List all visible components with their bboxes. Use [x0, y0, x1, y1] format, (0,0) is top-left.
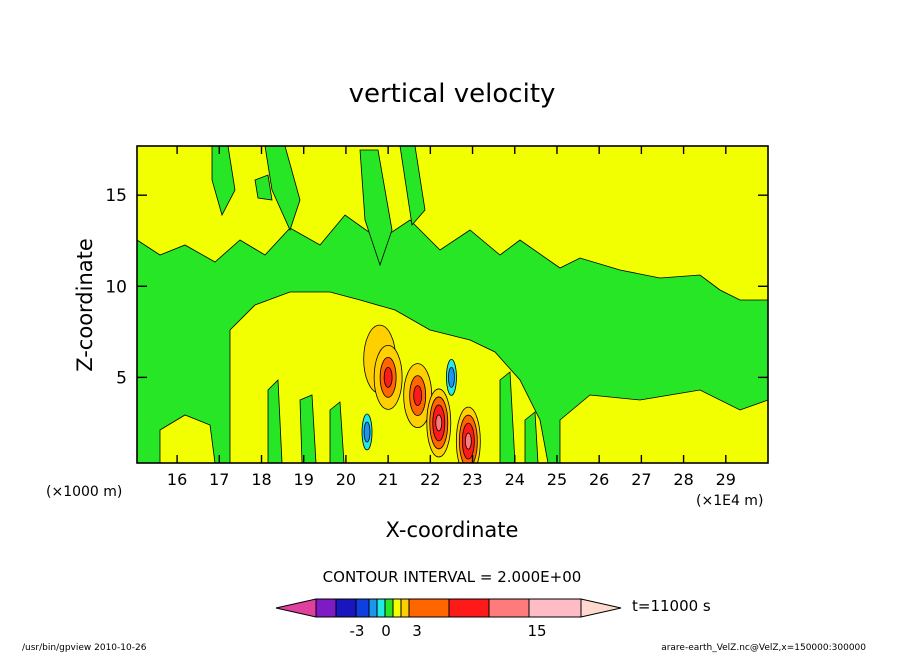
colorbar-swatch	[408, 598, 450, 618]
convective-cells	[361, 324, 481, 463]
footer-right: arare-earth_VelZ.nc@VelZ,x=150000:300000	[661, 643, 866, 653]
x-tick-label: 17	[209, 470, 229, 489]
contour-interval-label: CONTOUR INTERVAL = 2.000E+00	[323, 568, 582, 586]
colorbar-swatch	[384, 598, 394, 618]
colorbar-swatch	[355, 598, 370, 618]
contour-cell-updraft-moderate	[413, 385, 423, 406]
plot-frame	[136, 145, 769, 464]
x-tick-label: 29	[716, 470, 736, 489]
x-tick-label: 26	[589, 470, 609, 489]
green-streaks	[211, 146, 539, 463]
green-streak	[524, 411, 539, 463]
green-streak	[359, 149, 393, 267]
x-tick-label: 16	[167, 470, 187, 489]
y-axis-label: Z-coordinate	[73, 238, 97, 372]
x-tick-label: 25	[547, 470, 567, 489]
right-yellow-strip	[559, 389, 768, 463]
contour-cell-downdraft	[448, 366, 455, 388]
colorbar-tick-label: -3	[350, 622, 365, 640]
x-tick-label: 22	[420, 470, 440, 489]
green-streak	[264, 146, 301, 232]
green-streak	[399, 146, 426, 226]
time-label: t=11000 s	[632, 597, 711, 615]
colorbar-swatch	[392, 598, 402, 618]
x-tick-label: 23	[462, 470, 482, 489]
x-unit-left: (×1000 m)	[46, 484, 122, 500]
colorbar-arrow-left	[275, 598, 317, 618]
colorbar-tick-label: 3	[412, 622, 422, 640]
contour-cell-updraft-moderate	[383, 366, 393, 388]
green-streak	[499, 371, 516, 463]
contour-cell-downdraft	[363, 421, 371, 443]
contour-cell-updraft-strong	[464, 432, 472, 450]
x-tick-label: 24	[505, 470, 525, 489]
footer-left: /usr/bin/gpview 2010-10-26	[22, 643, 147, 653]
x-tick-label: 19	[294, 470, 314, 489]
colorbar-swatch	[400, 598, 410, 618]
y-tick-label: 5	[116, 368, 127, 388]
colorbar-swatch	[335, 598, 357, 618]
y-axis: 5 10 15	[105, 186, 768, 388]
y-tick-label: 15	[105, 186, 127, 206]
colorbar-tick-label: 15	[527, 622, 546, 640]
colorbar-tick-label: 0	[381, 622, 391, 640]
y-tick-label: 10	[105, 277, 127, 297]
colorbar-swatch	[376, 598, 386, 618]
contour-cell-updraft-strong	[435, 414, 443, 432]
x-tick-label: 20	[336, 470, 356, 489]
colorbar-swatch	[528, 598, 582, 618]
green-streak	[267, 379, 283, 463]
x-axis: 16 17 18 19 20 21 22 23 24 25 26 27 28 29	[167, 146, 736, 489]
green-streak	[254, 174, 273, 201]
x-axis-label: X-coordinate	[386, 518, 519, 542]
x-tick-label: 18	[251, 470, 271, 489]
colorbar-swatch	[368, 598, 378, 618]
x-tick-label: 27	[631, 470, 651, 489]
colorbar-arrow-right	[580, 598, 622, 618]
x-tick-label: 28	[673, 470, 693, 489]
green-streak	[299, 394, 317, 463]
plot-area	[137, 146, 768, 463]
green-streak	[211, 146, 236, 217]
colorbar-swatch	[315, 598, 337, 618]
colorbar-swatch	[448, 598, 490, 618]
x-tick-label: 21	[378, 470, 398, 489]
chart-title: vertical velocity	[349, 79, 556, 109]
colorbar-swatch	[488, 598, 530, 618]
left-yellow-patch	[159, 414, 216, 463]
green-streak	[329, 401, 345, 463]
colorbar: -3 0 3 15	[275, 598, 622, 640]
x-unit-right: (×1E4 m)	[696, 493, 763, 509]
